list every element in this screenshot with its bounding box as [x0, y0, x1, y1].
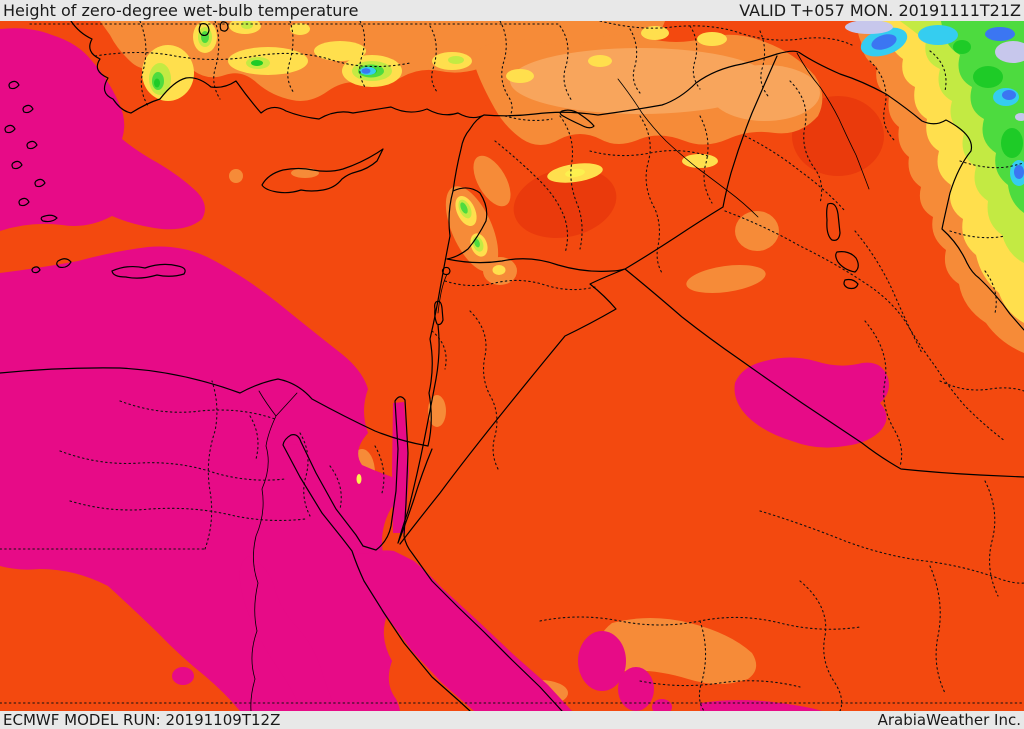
red-sea-magenta — [349, 550, 572, 711]
lavender-patches — [845, 21, 1024, 121]
attribution-label: ArabiaWeather Inc. — [877, 711, 1021, 729]
rivers — [250, 52, 870, 711]
country-borders — [397, 50, 1024, 545]
map-container — [0, 21, 1024, 711]
lakes — [198, 21, 859, 326]
pale-orange-cores — [510, 48, 820, 121]
bottom-edge-magenta — [700, 700, 822, 711]
valid-time-label: VALID T+057 MON. 20191111T21Z — [739, 1, 1021, 20]
page-title: Height of zero-degree wet-bulb temperatu… — [3, 1, 359, 20]
admin-boundaries-dotted — [0, 21, 1024, 711]
east-med-magenta — [0, 246, 407, 711]
blue-cores — [361, 27, 1024, 179]
gulf-of-aqaba-magenta — [392, 402, 409, 533]
weather-map — [0, 21, 1024, 711]
bright-yellow-cores — [356, 168, 585, 484]
dark-green-cores — [154, 40, 1023, 158]
saudi-magenta-blob — [734, 357, 889, 448]
gulf-of-suez-magenta — [283, 444, 361, 558]
aegean-magenta — [0, 28, 205, 231]
nile-valley-magenta — [239, 556, 336, 711]
magenta-regions — [0, 28, 889, 711]
title-bar: Height of zero-degree wet-bulb temperatu… — [0, 0, 1024, 21]
northeast-green — [922, 21, 1024, 213]
footer-bar: ECMWF MODEL RUN: 20191109T12Z ArabiaWeat… — [0, 711, 1024, 729]
model-run-label: ECMWF MODEL RUN: 20191109T12Z — [3, 711, 281, 729]
region-fills — [0, 21, 1024, 711]
islands — [4, 80, 384, 279]
coastline — [0, 21, 563, 711]
